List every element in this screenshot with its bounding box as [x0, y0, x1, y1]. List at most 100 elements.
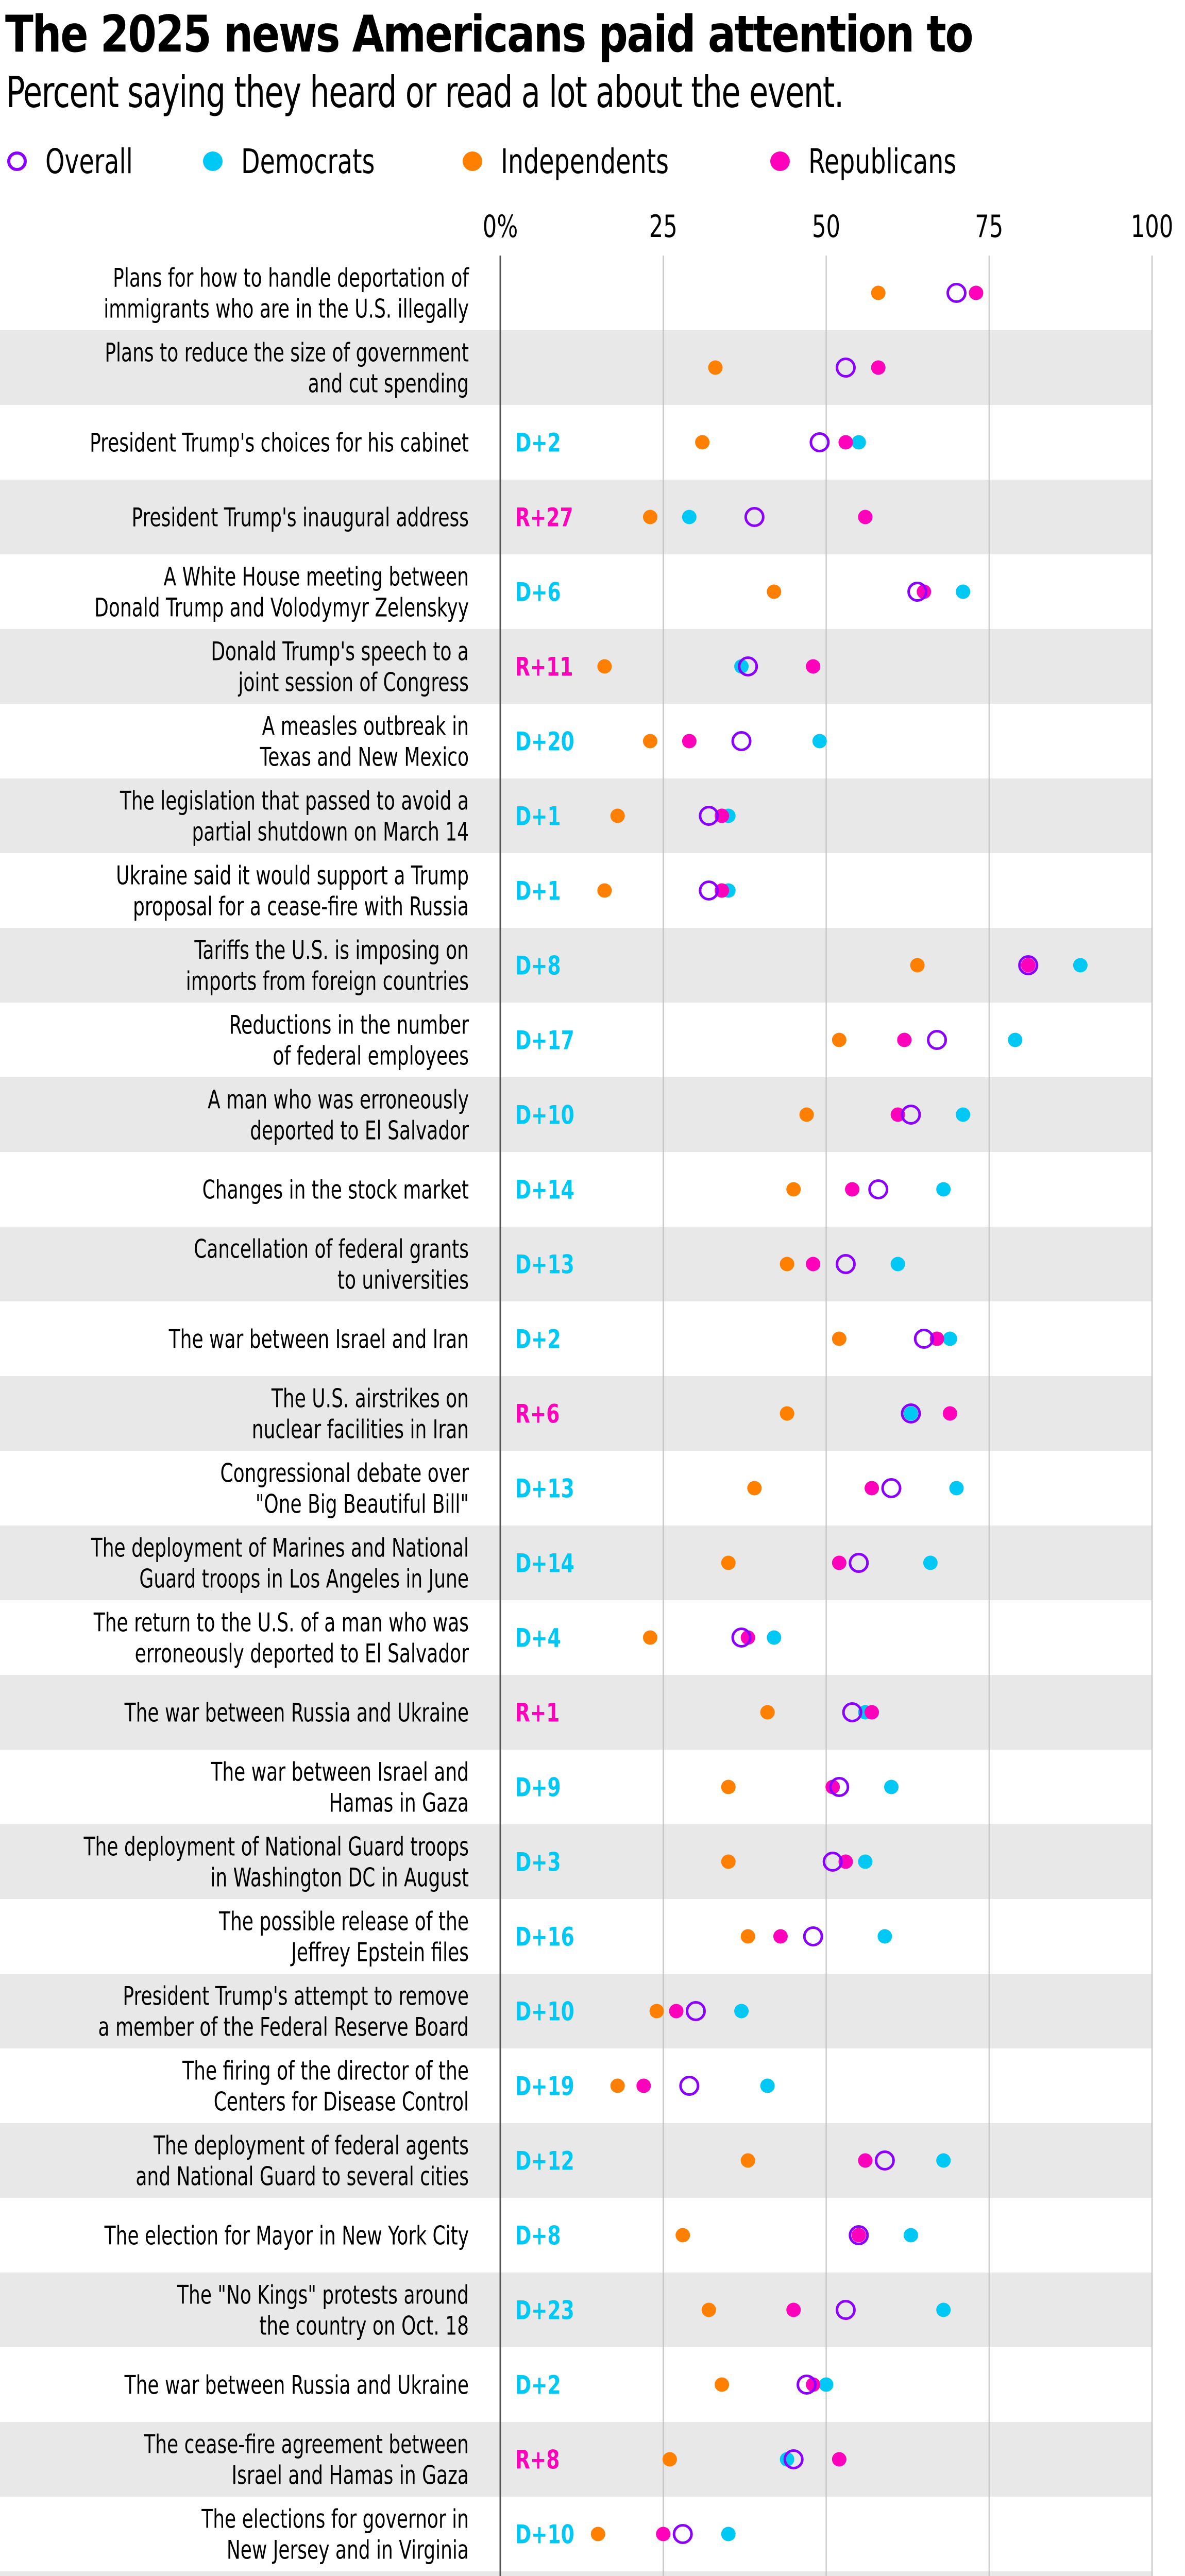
democrats-dot	[942, 1331, 957, 1346]
democrats-dot	[819, 2377, 834, 2392]
row-label: The war between Russia and Ukraine	[124, 1699, 469, 1728]
row-label: The war between Israel and	[211, 1758, 469, 1787]
gap-label: D+23	[515, 2296, 574, 2326]
row-label: President Trump's inaugural address	[131, 503, 469, 533]
row-label: The cease-fire agreement between	[143, 2430, 469, 2460]
overall-ring	[835, 2300, 856, 2320]
row-label: of federal employees	[273, 1042, 469, 1071]
independents-dot	[715, 2377, 730, 2392]
democrats-dot	[682, 510, 697, 524]
independents-dot	[642, 734, 657, 749]
legend-item-independents: Independents	[463, 142, 734, 181]
row-label: The legislation that passed to avoid a	[120, 787, 469, 816]
x-tick-label: 100	[1131, 209, 1173, 245]
row-label: Centers for Disease Control	[214, 2088, 469, 2117]
row-band	[0, 1675, 1152, 1750]
row-label: Israel and Hamas in Gaza	[232, 2461, 469, 2490]
republicans-dot	[682, 734, 697, 749]
democrats-dot	[890, 1257, 905, 1272]
republicans-dot	[1021, 958, 1036, 973]
republicans-dot	[858, 2153, 873, 2168]
independents-dot	[910, 958, 925, 973]
gap-label: D+10	[515, 1997, 574, 2027]
row-label: Hamas in Gaza	[329, 1789, 469, 1818]
overall-ring	[829, 1777, 850, 1797]
row-label: New Jersey and in Virginia	[227, 2536, 469, 2565]
republicans-dot	[871, 360, 886, 375]
overall-ring	[946, 283, 967, 303]
independents-dot	[740, 1929, 755, 1944]
democrats-dot	[767, 1630, 782, 1645]
overall-ring	[803, 1926, 823, 1946]
gap-label: R+1	[515, 1698, 560, 1728]
overall-ring	[809, 432, 830, 452]
gap-label: R+27	[515, 503, 573, 533]
gap-label: D+14	[515, 1549, 574, 1579]
republicans-dot	[838, 1854, 853, 1869]
republicans-dot	[865, 1705, 879, 1720]
gap-label: D+9	[515, 1773, 561, 1803]
democrats-dot	[956, 584, 971, 599]
republicans-dot	[786, 2302, 801, 2317]
republicans-dot	[929, 1331, 944, 1346]
row-band	[0, 2273, 1152, 2347]
gap-label: D+16	[515, 1922, 574, 1952]
row-label: The firing of the director of the	[182, 2057, 469, 2086]
row-label: Congressional debate over	[220, 1459, 469, 1488]
row-label: deported to El Salvador	[250, 1116, 469, 1146]
row-label: the country on Oct. 18	[259, 2312, 469, 2341]
independents-dot	[708, 360, 723, 375]
overall-ring	[927, 1030, 947, 1050]
row-label: Donald Trump's speech to a	[211, 637, 469, 667]
independents-dot	[642, 1630, 657, 1645]
x-tick-label: 25	[649, 209, 678, 245]
republicans-dot	[832, 2452, 847, 2467]
x-tick-label: 75	[975, 209, 1003, 245]
democrats-dot	[851, 435, 866, 450]
row-label: to universities	[337, 1266, 469, 1295]
republicans-dot-icon	[770, 151, 790, 171]
overall-ring	[913, 1329, 934, 1349]
gap-label: R+6	[515, 1399, 560, 1429]
republicans-dot	[845, 1182, 860, 1197]
democrats-dot	[936, 1182, 951, 1197]
overall-ring	[744, 507, 765, 527]
overall-ring	[901, 1105, 921, 1125]
row-label: Donald Trump and Volodymyr Zelenskyy	[94, 594, 469, 623]
democrats-dot	[903, 1406, 918, 1421]
row-label: The "No Kings" protests around	[177, 2281, 469, 2310]
row-label: A man who was erroneously	[208, 1086, 469, 1115]
democrats-dot-icon	[202, 151, 223, 171]
gap-label: D+10	[515, 1100, 574, 1130]
republicans-dot	[865, 1481, 879, 1496]
independents-dot	[780, 1406, 794, 1421]
republicans-dot	[773, 1929, 788, 1944]
independents-dot	[649, 2004, 664, 2019]
independents-dot	[610, 2078, 625, 2093]
chart-subtitle: Percent saying they heard or read a lot …	[6, 67, 844, 117]
gap-label: D+2	[515, 428, 561, 458]
row-label: The deployment of federal agents	[153, 2131, 469, 2161]
republicans-dot	[890, 1107, 905, 1122]
overall-ring	[731, 731, 752, 751]
legend-label: Overall	[45, 141, 133, 181]
independents-dot	[642, 510, 657, 524]
row-label: The elections for governor in	[201, 2505, 469, 2534]
row-label: Ukraine said it would support a Trump	[116, 861, 469, 891]
row-band	[0, 778, 1152, 853]
democrats-dot	[903, 2228, 918, 2243]
x-tick-label: 50	[812, 209, 840, 245]
row-band	[0, 330, 1152, 405]
gap-label: D+6	[515, 578, 561, 607]
row-label: Guard troops in Los Angeles in June	[139, 1565, 469, 1594]
gap-label: R+8	[515, 2445, 560, 2475]
democrats-dot	[858, 1854, 873, 1869]
democrats-dot	[734, 2004, 749, 2019]
row-label: A White House meeting between	[164, 563, 469, 592]
overall-ring	[797, 2375, 817, 2395]
overall-ring	[874, 2150, 895, 2171]
overall-ring	[901, 1403, 921, 1423]
independents-dot	[597, 883, 612, 898]
row-band	[0, 2571, 1152, 2576]
overall-ring	[835, 1254, 856, 1274]
